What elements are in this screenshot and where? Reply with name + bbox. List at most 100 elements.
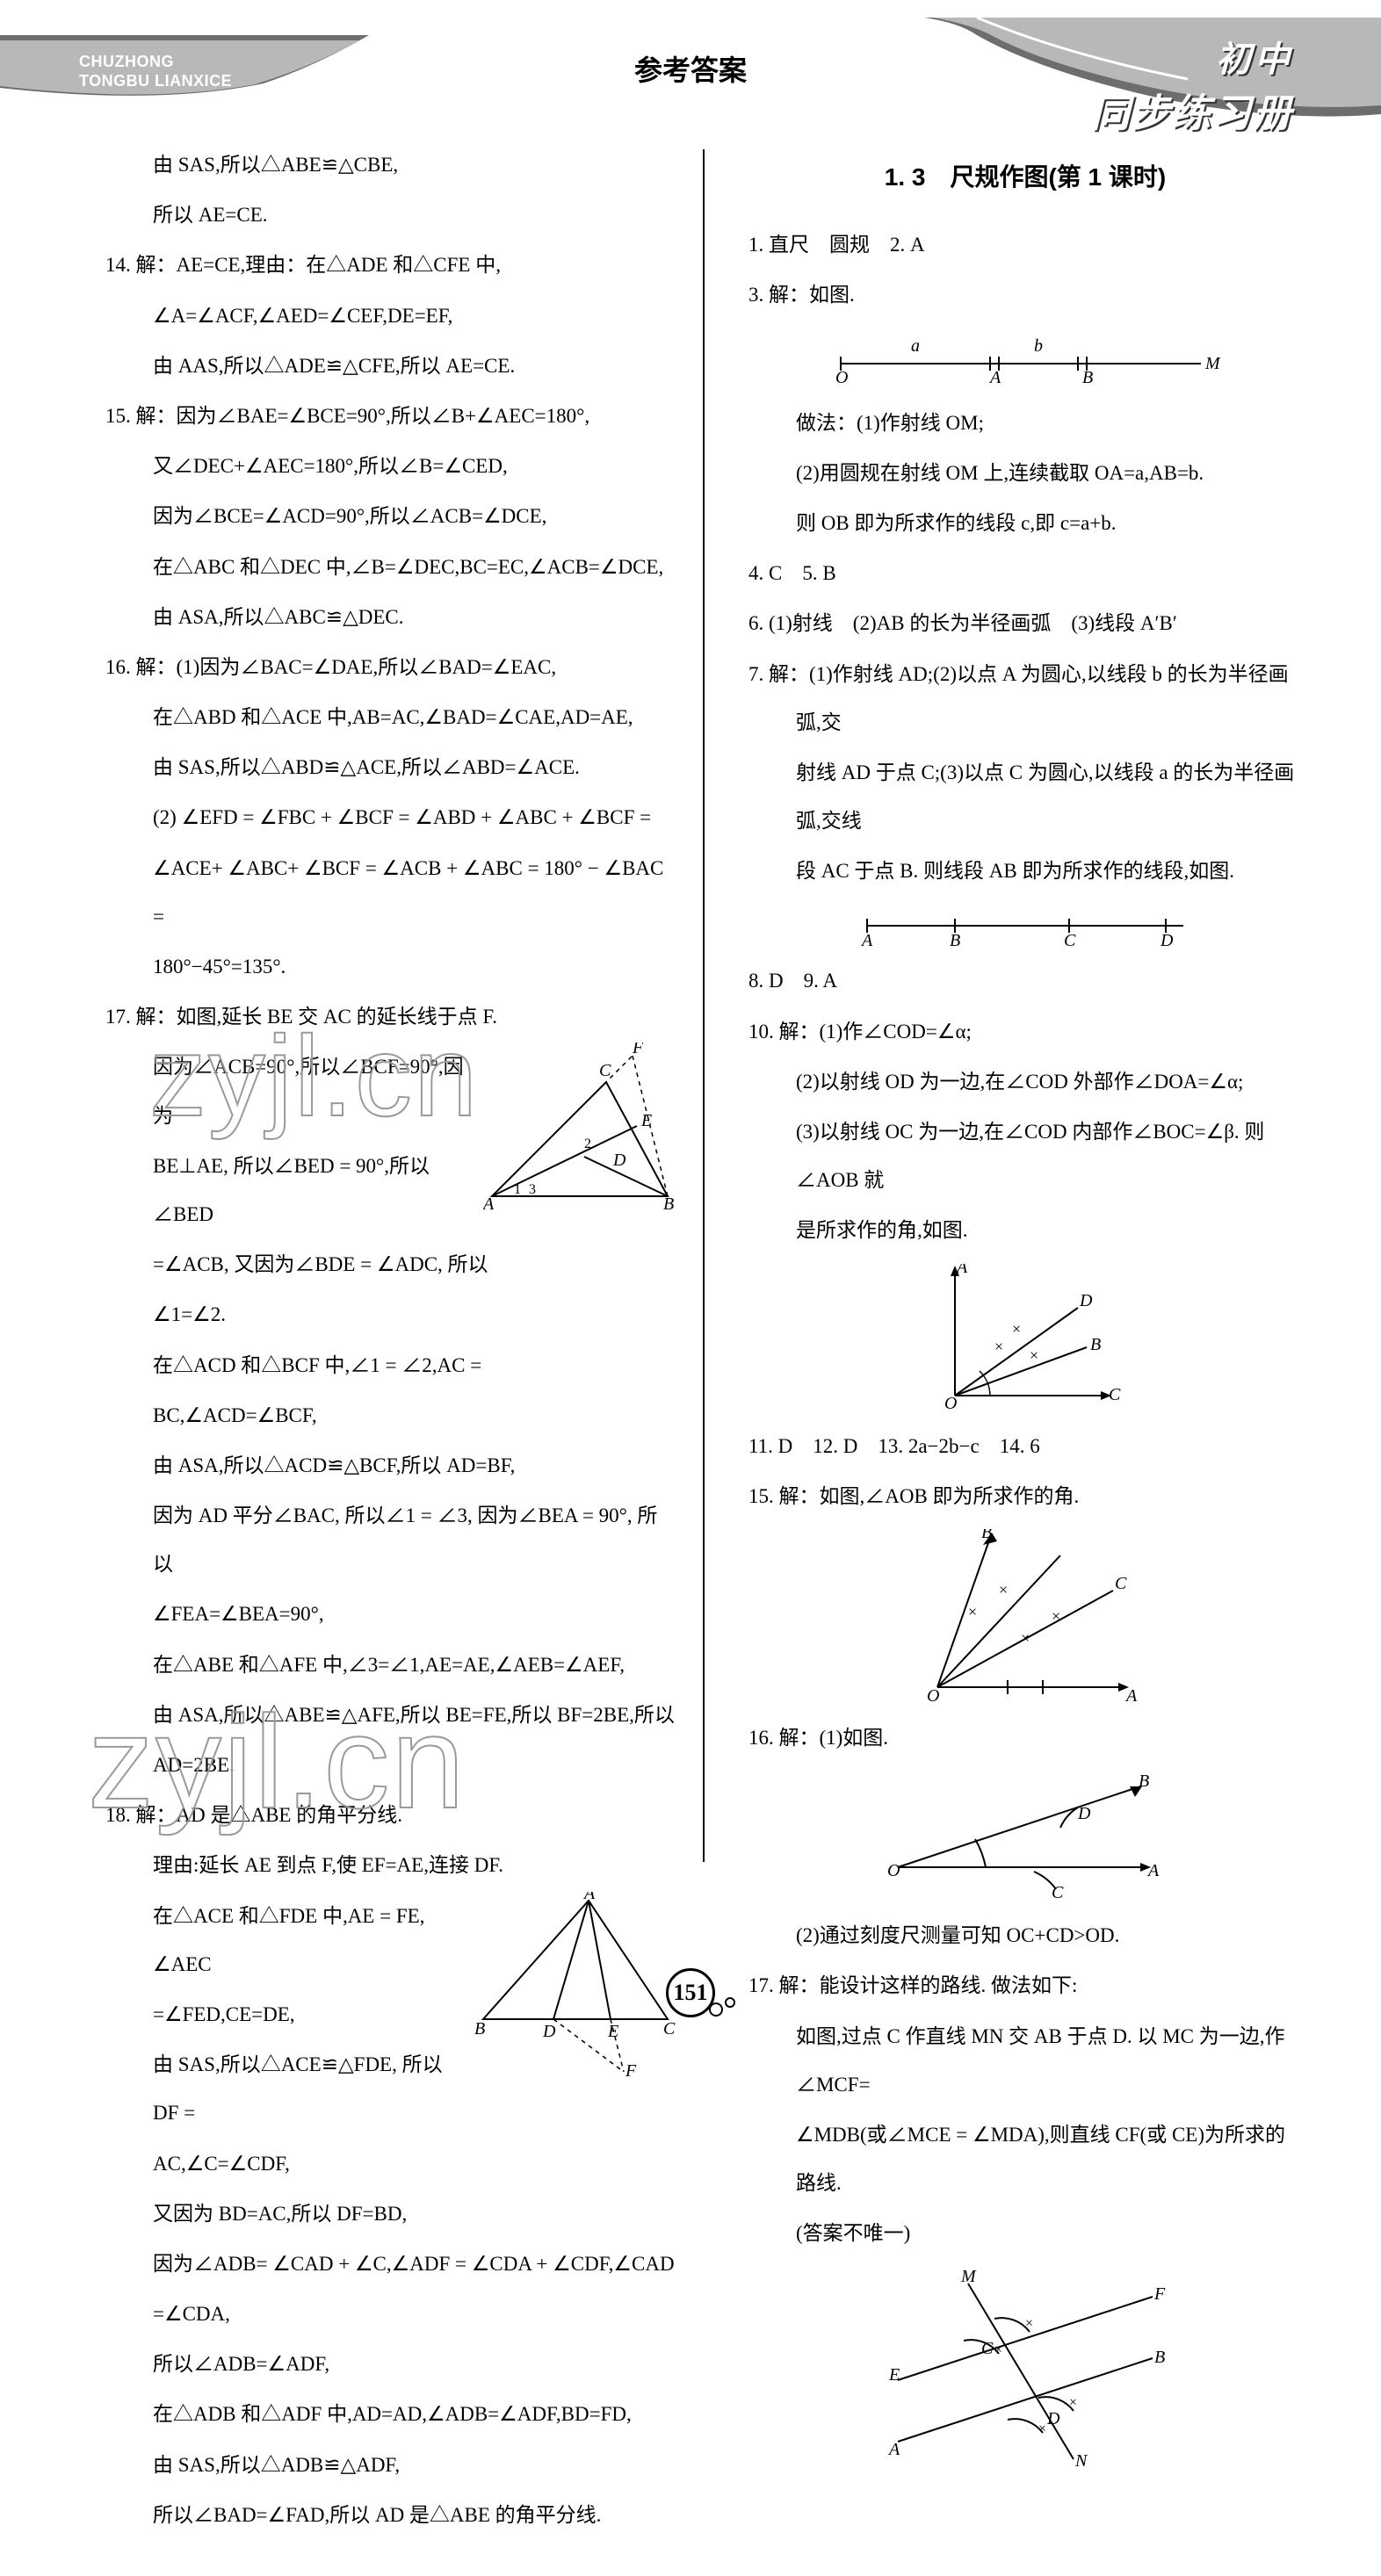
svg-text:A: A: [887, 2440, 900, 2459]
section-title: 1. 3 尺规作图(第 1 课时): [748, 148, 1302, 206]
figure-17-triangle-icon: A B C D E F 1 3 2: [483, 1043, 676, 1209]
text-line: 又因为 BD=AC,所以 DF=BD,: [105, 2190, 676, 2238]
svg-text:D: D: [612, 1151, 626, 1170]
problem-16r: 16. 解：(1)如图.: [748, 1714, 1302, 1762]
page-header: CHUZHONG TONGBU LIANXICE 参考答案 初中 同步练习册: [0, 0, 1381, 123]
svg-text:E: E: [888, 2365, 900, 2385]
text-line: 180°−45°=135°.: [105, 942, 676, 991]
svg-text:×: ×: [1030, 1346, 1038, 1364]
text-line: =∠ACB, 又因为∠BDE = ∠ADC, 所以: [105, 1240, 676, 1288]
svg-text:B: B: [474, 2019, 485, 2038]
page-number-circle: 151: [666, 1968, 715, 2017]
text-line: 由 SAS,所以△ABD≌△ACE,所以∠ABD=∠ACE.: [105, 743, 676, 791]
answer-line: 11. D 12. D 13. 2a−2b−c 14. 6: [748, 1422, 1302, 1470]
text-line: 如图,过点 C 作直线 MN 交 AB 于点 D. 以 MC 为一边,作∠MCF…: [748, 2012, 1302, 2109]
svg-text:a: a: [911, 336, 920, 356]
svg-text:B: B: [1139, 1771, 1149, 1791]
text-line: 在△ABC 和△DEC 中,∠B=∠DEC,BC=EC,∠ACB=∠DCE,: [105, 543, 676, 591]
brand-block: 初中 同步练习册: [1091, 31, 1293, 138]
svg-text:×: ×: [994, 2342, 1002, 2357]
svg-text:O: O: [927, 1686, 939, 1705]
problem-7: 7. 解：(1)作射线 AD;(2)以点 A 为圆心,以线段 b 的长为半径画弧…: [748, 650, 1302, 747]
svg-text:C: C: [599, 1061, 611, 1080]
answer-line: 4. C 5. B: [748, 549, 1302, 597]
svg-text:D: D: [1160, 931, 1174, 948]
svg-text:b: b: [1034, 336, 1043, 356]
text-line: 由 AAS,所以△ADE≌△CFE,所以 AE=CE.: [105, 342, 676, 390]
svg-text:×: ×: [1069, 2395, 1077, 2410]
svg-text:×: ×: [999, 1581, 1008, 1598]
right-column: 1. 3 尺规作图(第 1 课时) 1. 直尺 圆规 2. A 3. 解：如图.…: [705, 141, 1302, 2541]
text-line: (3)以射线 OC 为一边,在∠COD 内部作∠BOC=∠β. 则∠AOB 就: [748, 1108, 1302, 1204]
svg-text:D: D: [1077, 1804, 1091, 1823]
content-columns: 由 SAS,所以△ABE≌△CBE, 所以 AE=CE. 14. 解：AE=CE…: [0, 123, 1381, 2576]
text-line: 射线 AD 于点 C;(3)以点 C 为圆心,以线段 a 的长为半径画弧,交线: [748, 748, 1302, 845]
svg-text:×: ×: [968, 1603, 977, 1620]
page-number-deco-icon: [709, 1994, 744, 2020]
text-line: 在△ADB 和△ADF 中,AD=AD,∠ADB=∠ADF,BD=FD,: [105, 2390, 676, 2438]
text-line: ∠ACE+ ∠ABC+ ∠BCF = ∠ACB + ∠ABC = 180° − …: [105, 844, 676, 941]
text-line: (2)用圆规在射线 OM 上,连续截取 OA=a,AB=b.: [748, 449, 1302, 497]
problem-17r: 17. 解：能设计这样的路线. 做法如下:: [748, 1961, 1302, 2010]
svg-text:A: A: [582, 1892, 596, 1903]
svg-text:A: A: [988, 368, 1001, 387]
page-number: 151: [674, 1980, 708, 2006]
figure-15-angle-icon: O A B C × × × ×: [911, 1529, 1139, 1705]
text-line: 又∠DEC+∠AEC=180°,所以∠B=∠CED,: [105, 442, 676, 490]
text-line: 做法：(1)作射线 OM;: [748, 399, 1302, 447]
problem-18: 18. 解：AD 是△ABE 的角平分线.: [105, 1791, 676, 1839]
text-line: 由 ASA,所以△ACD≌△BCF,所以 AD=BF,: [105, 1441, 676, 1490]
problem-15r: 15. 解：如图,∠AOB 即为所求作的角.: [748, 1472, 1302, 1520]
pinyin-block: CHUZHONG TONGBU LIANXICE: [79, 53, 232, 90]
problem-10: 10. 解：(1)作∠COD=∠α;: [748, 1007, 1302, 1056]
svg-text:B: B: [1082, 368, 1093, 387]
svg-text:M: M: [960, 2267, 977, 2286]
svg-text:A: A: [1124, 1686, 1138, 1705]
pinyin-line2: TONGBU LIANXICE: [79, 72, 232, 91]
figure-3-segment-icon: O A B M a b: [814, 328, 1236, 390]
problem-6: 6. (1)射线 (2)AB 的长为半径画弧 (3)线段 A′B′: [748, 599, 1302, 647]
svg-text:B: B: [663, 1194, 674, 1209]
svg-text:C: C: [1109, 1385, 1121, 1404]
problem-17: 17. 解：如图,延长 BE 交 AC 的延长线于点 F.: [105, 992, 676, 1041]
svg-text:2: 2: [584, 1136, 591, 1151]
svg-text:D: D: [1079, 1291, 1093, 1310]
figure-16-icon: O A B C D: [880, 1771, 1170, 1902]
text-line: 由 SAS,所以△ABE≌△CBE,: [105, 141, 676, 189]
brand-bottom: 同步练习册: [1091, 82, 1293, 138]
svg-text:O: O: [887, 1861, 900, 1880]
text-line: 是所求作的角,如图.: [748, 1206, 1302, 1254]
text-line: 在△ABD 和△ACE 中,AB=AC,∠BAD=∠CAE,AD=AE,: [105, 693, 676, 741]
text-line: 在△ABE 和△AFE 中,∠3=∠1,AE=AE,∠AEB=∠AEF,: [105, 1641, 676, 1689]
text-line: (2)以射线 OD 为一边,在∠COD 外部作∠DOA=∠α;: [748, 1057, 1302, 1106]
text-line: =∠CDA,: [105, 2290, 676, 2338]
problem-14: 14. 解：AE=CE,理由：在△ADE 和△CFE 中,: [105, 241, 676, 289]
pinyin-line1: CHUZHONG: [79, 53, 232, 72]
text-line: 因为 AD 平分∠BAC, 所以∠1 = ∠3, 因为∠BEA = 90°, 所…: [105, 1491, 676, 1588]
text-line: 因为∠BCE=∠ACD=90°,所以∠ACB=∠DCE,: [105, 492, 676, 540]
svg-text:×: ×: [1012, 1320, 1021, 1338]
svg-text:×: ×: [1052, 1607, 1060, 1625]
svg-text:F: F: [625, 2061, 637, 2076]
text-line: AD=2BE.: [105, 1741, 676, 1789]
svg-text:B: B: [1154, 2348, 1165, 2367]
figure-7-segment-icon: A B C D: [850, 904, 1201, 948]
svg-text:×: ×: [1038, 2421, 1046, 2436]
text-line: 由 SAS,所以△ADB≌△ADF,: [105, 2441, 676, 2489]
problem-3: 3. 解：如图.: [748, 271, 1302, 319]
problem-16: 16. 解：(1)因为∠BAC=∠DAE,所以∠BAD=∠EAC,: [105, 643, 676, 691]
svg-text:N: N: [1074, 2451, 1088, 2468]
svg-text:E: E: [607, 2022, 618, 2041]
svg-text:A: A: [483, 1194, 495, 1209]
text-line: 由 ASA,所以△ABC≌△DEC.: [105, 593, 676, 641]
svg-text:3: 3: [529, 1182, 536, 1197]
page-number-block: 151: [666, 1968, 715, 2017]
text-line: ∠FEA=∠BEA=90°,: [105, 1590, 676, 1638]
svg-text:1: 1: [514, 1182, 521, 1197]
text-line: 在△ACD 和△BCF 中,∠1 = ∠2,AC =: [105, 1341, 676, 1389]
text-line: 段 AC 于点 B. 则线段 AB 即为所求作的线段,如图.: [748, 847, 1302, 895]
svg-text:A: A: [860, 931, 873, 948]
svg-text:M: M: [1204, 354, 1221, 373]
answer-line: 8. D 9. A: [748, 956, 1302, 1005]
svg-text:C: C: [663, 2019, 676, 2038]
